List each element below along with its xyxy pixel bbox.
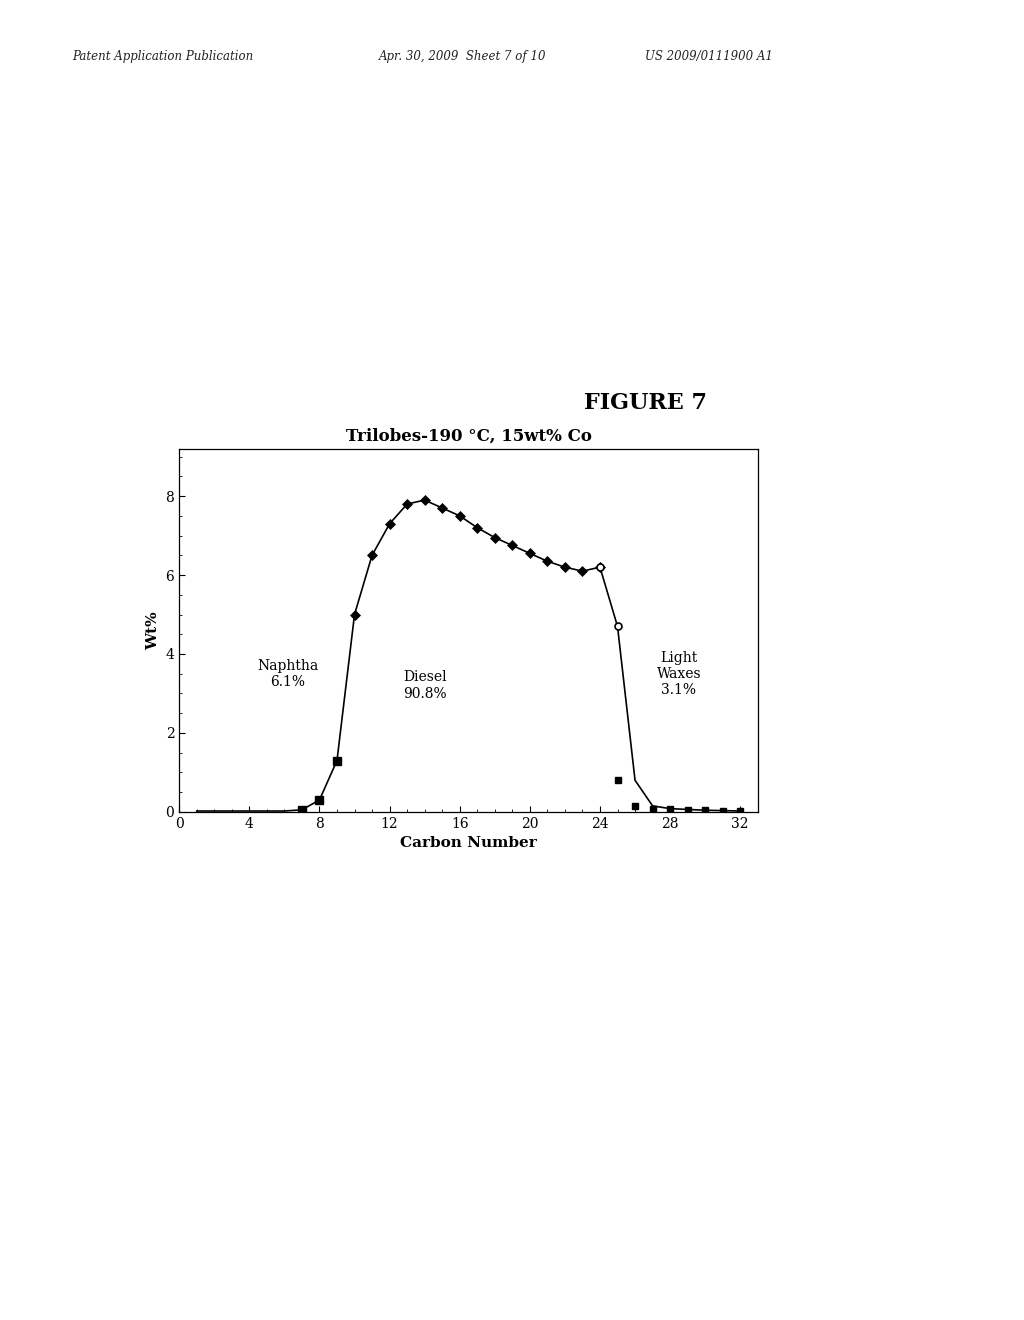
Y-axis label: Wt%: Wt% [145,611,160,649]
Text: Light
Waxes
3.1%: Light Waxes 3.1% [656,651,701,697]
X-axis label: Carbon Number: Carbon Number [400,836,537,850]
Text: Diesel
90.8%: Diesel 90.8% [402,671,446,701]
Text: US 2009/0111900 A1: US 2009/0111900 A1 [645,50,773,63]
Text: Apr. 30, 2009  Sheet 7 of 10: Apr. 30, 2009 Sheet 7 of 10 [379,50,547,63]
Text: FIGURE 7: FIGURE 7 [584,392,707,413]
Title: Trilobes-190 °C, 15wt% Co: Trilobes-190 °C, 15wt% Co [345,428,592,445]
Text: Patent Application Publication: Patent Application Publication [72,50,253,63]
Text: Naphtha
6.1%: Naphtha 6.1% [257,659,318,689]
